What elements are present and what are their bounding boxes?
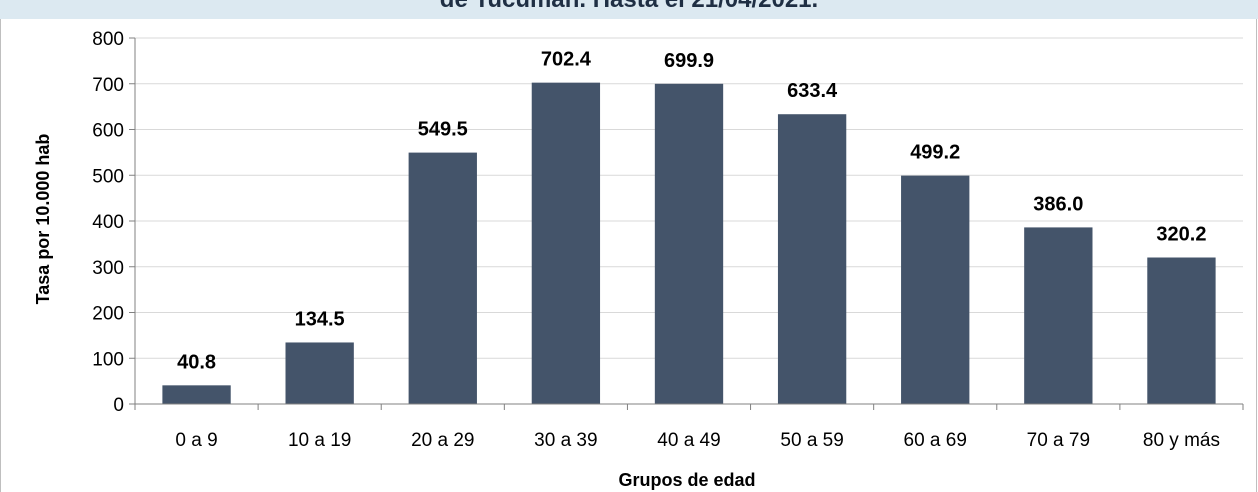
x-tick-label: 80 y más (1143, 430, 1220, 451)
y-tick-label: 200 (92, 304, 124, 325)
data-label: 320.2 (1156, 224, 1206, 246)
y-tick-label: 100 (92, 349, 124, 370)
bar (162, 385, 231, 404)
bars (162, 82, 1216, 405)
data-label: 549.5 (418, 119, 468, 141)
x-tick-label: 50 a 59 (780, 430, 843, 451)
bar (654, 83, 724, 405)
bar (285, 342, 354, 404)
bar (901, 175, 970, 404)
x-tick-label: 60 a 69 (904, 430, 967, 451)
x-axis-title: Grupos de edad (618, 470, 755, 490)
x-tick-label: 40 a 49 (657, 430, 720, 451)
y-tick-label: 300 (92, 258, 124, 279)
data-label: 633.4 (787, 80, 838, 102)
x-tick-label: 70 a 79 (1027, 430, 1090, 451)
y-tick-label: 0 (113, 395, 124, 416)
bar (1147, 257, 1216, 404)
axes (129, 37, 1244, 410)
x-tick-label: 10 a 19 (288, 430, 351, 451)
x-tick-label: 30 a 39 (534, 430, 597, 451)
chart-title: de Tucumán. Hasta el 21/04/2021. (0, 0, 1258, 14)
chart-frame (0, 19, 1257, 492)
bar (1024, 227, 1093, 404)
y-tick-label: 800 (92, 29, 124, 50)
data-label: 40.8 (177, 351, 216, 373)
data-label: 702.4 (541, 49, 592, 71)
labels: 0 100 200 300 400 500 600 700 800 40.8 0 a 9 134.5 1… (92, 29, 1220, 451)
y-tick-label: 600 (92, 121, 124, 142)
data-label: 386.0 (1033, 193, 1083, 215)
data-label: 499.2 (910, 142, 960, 164)
y-tick-label: 500 (92, 166, 124, 187)
y-tick-label: 700 (92, 75, 124, 96)
data-label: 699.9 (664, 50, 714, 72)
bar (408, 152, 477, 404)
bar (777, 114, 847, 405)
data-label: 134.5 (295, 308, 345, 330)
title-band: de Tucumán. Hasta el 21/04/2021. (0, 0, 1258, 19)
y-tick-label: 400 (92, 212, 124, 233)
x-tick-label: 0 a 9 (175, 430, 217, 451)
y-axis-title: Tasa por 10.000 hab (33, 134, 53, 305)
bar (531, 82, 601, 404)
x-tick-label: 20 a 29 (411, 430, 474, 451)
